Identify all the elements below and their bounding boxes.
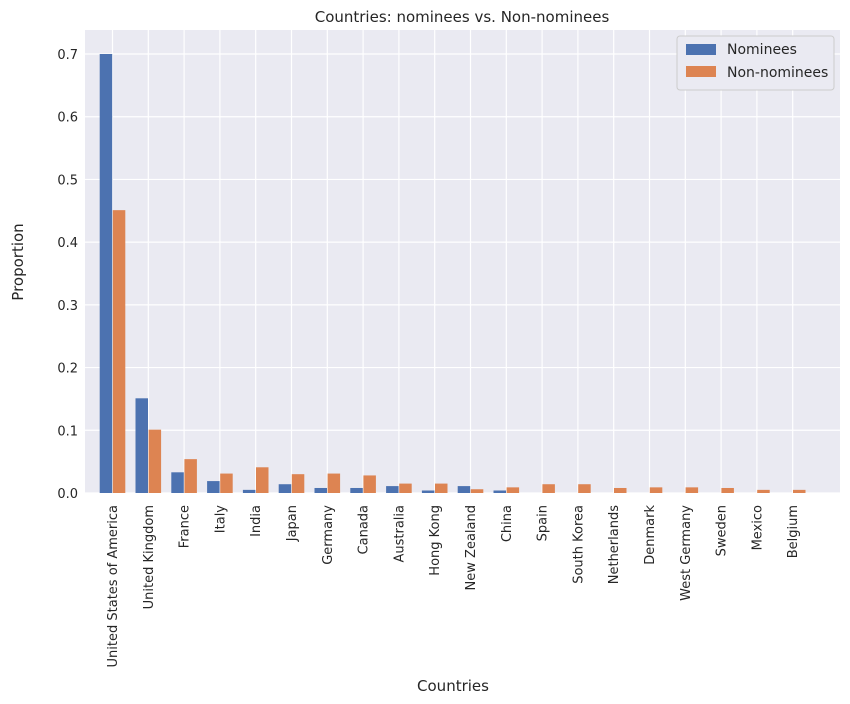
x-tick-label: France bbox=[178, 505, 193, 548]
x-tick-label: Germany bbox=[321, 505, 336, 565]
bar-nominees bbox=[278, 484, 292, 493]
bar-non-nominees bbox=[148, 429, 162, 493]
bar-nominees bbox=[493, 490, 506, 493]
bar-nominees bbox=[135, 398, 148, 493]
bar-nominees bbox=[421, 490, 435, 493]
bar-non-nominees bbox=[793, 489, 806, 493]
bar-nominees bbox=[457, 486, 471, 493]
bar-non-nominees bbox=[470, 489, 484, 493]
y-tick-label: 0.4 bbox=[57, 236, 78, 251]
x-tick-label: South Korea bbox=[571, 505, 586, 584]
bar-non-nominees bbox=[363, 475, 376, 493]
bar-nominees bbox=[207, 481, 220, 493]
x-tick-label: Netherlands bbox=[607, 505, 622, 584]
bar-non-nominees bbox=[220, 473, 233, 493]
bar-non-nominees bbox=[435, 483, 448, 493]
legend: Nominees Non-nominees bbox=[676, 35, 835, 91]
y-tick-label: 0.7 bbox=[57, 48, 78, 63]
x-tick-label: Belgium bbox=[786, 505, 801, 558]
bar-non-nominees bbox=[327, 473, 341, 493]
bar-non-nominees bbox=[757, 489, 770, 493]
bar-non-nominees bbox=[184, 459, 197, 493]
x-tick-label: United States of America bbox=[106, 505, 121, 667]
bar-non-nominees bbox=[614, 487, 627, 493]
bar-non-nominees bbox=[542, 484, 555, 493]
bar-non-nominees bbox=[256, 467, 269, 493]
bar-non-nominees bbox=[721, 487, 734, 493]
legend-swatch-nominees bbox=[686, 44, 716, 55]
bar-non-nominees bbox=[291, 474, 305, 493]
x-tick-label: India bbox=[249, 505, 264, 537]
bar-nominees bbox=[99, 54, 113, 493]
x-tick-label: Denmark bbox=[643, 505, 658, 565]
bar-nominees bbox=[242, 489, 256, 493]
y-tick-label: 0.6 bbox=[57, 111, 78, 126]
y-tick-label: 0.1 bbox=[57, 424, 78, 439]
legend-label-non-nominees: Non-nominees bbox=[727, 65, 828, 81]
bar-nominees bbox=[314, 487, 327, 493]
bar-nominees bbox=[350, 487, 363, 493]
y-axis-ticks: 0.0 0.1 0.2 0.3 0.4 0.5 0.6 0.7 bbox=[57, 48, 78, 502]
y-axis-title: Proportion bbox=[9, 223, 27, 300]
x-tick-label: Japan bbox=[285, 505, 300, 542]
legend-swatch-non-nominees bbox=[686, 66, 716, 77]
x-tick-label: Australia bbox=[392, 505, 407, 563]
x-tick-label: New Zealand bbox=[464, 505, 479, 590]
x-tick-label: Canada bbox=[357, 505, 372, 554]
y-tick-label: 0.3 bbox=[57, 299, 78, 314]
bars bbox=[99, 54, 806, 493]
x-tick-label: United Kingdom bbox=[142, 505, 157, 609]
y-tick-label: 0.0 bbox=[57, 487, 78, 502]
bar-non-nominees bbox=[649, 487, 663, 493]
legend-label-nominees: Nominees bbox=[727, 42, 797, 58]
bar-non-nominees bbox=[578, 484, 591, 493]
bar-non-nominees bbox=[685, 487, 699, 493]
x-axis-title: Countries bbox=[417, 677, 489, 695]
x-tick-label: China bbox=[500, 505, 515, 542]
x-tick-label: West Germany bbox=[679, 505, 694, 601]
bar-non-nominees bbox=[112, 210, 126, 493]
chart-title: Countries: nominees vs. Non-nominees bbox=[315, 8, 610, 26]
y-tick-label: 0.5 bbox=[57, 173, 78, 188]
x-tick-label: Sweden bbox=[715, 505, 730, 556]
y-tick-label: 0.2 bbox=[57, 362, 78, 377]
bar-nominees bbox=[171, 472, 184, 493]
x-axis-ticks: United States of America United Kingdom Fr… bbox=[106, 505, 801, 668]
bar-nominees bbox=[386, 486, 399, 493]
plot-background bbox=[85, 30, 840, 493]
gridlines bbox=[85, 30, 840, 494]
legend-box bbox=[676, 35, 835, 91]
x-tick-label: Italy bbox=[213, 505, 228, 534]
bar-non-nominees bbox=[399, 483, 412, 493]
x-tick-label: Hong Kong bbox=[428, 505, 443, 576]
x-tick-label: Spain bbox=[536, 505, 551, 541]
x-tick-label: Mexico bbox=[750, 505, 765, 550]
bar-non-nominees bbox=[506, 487, 520, 493]
